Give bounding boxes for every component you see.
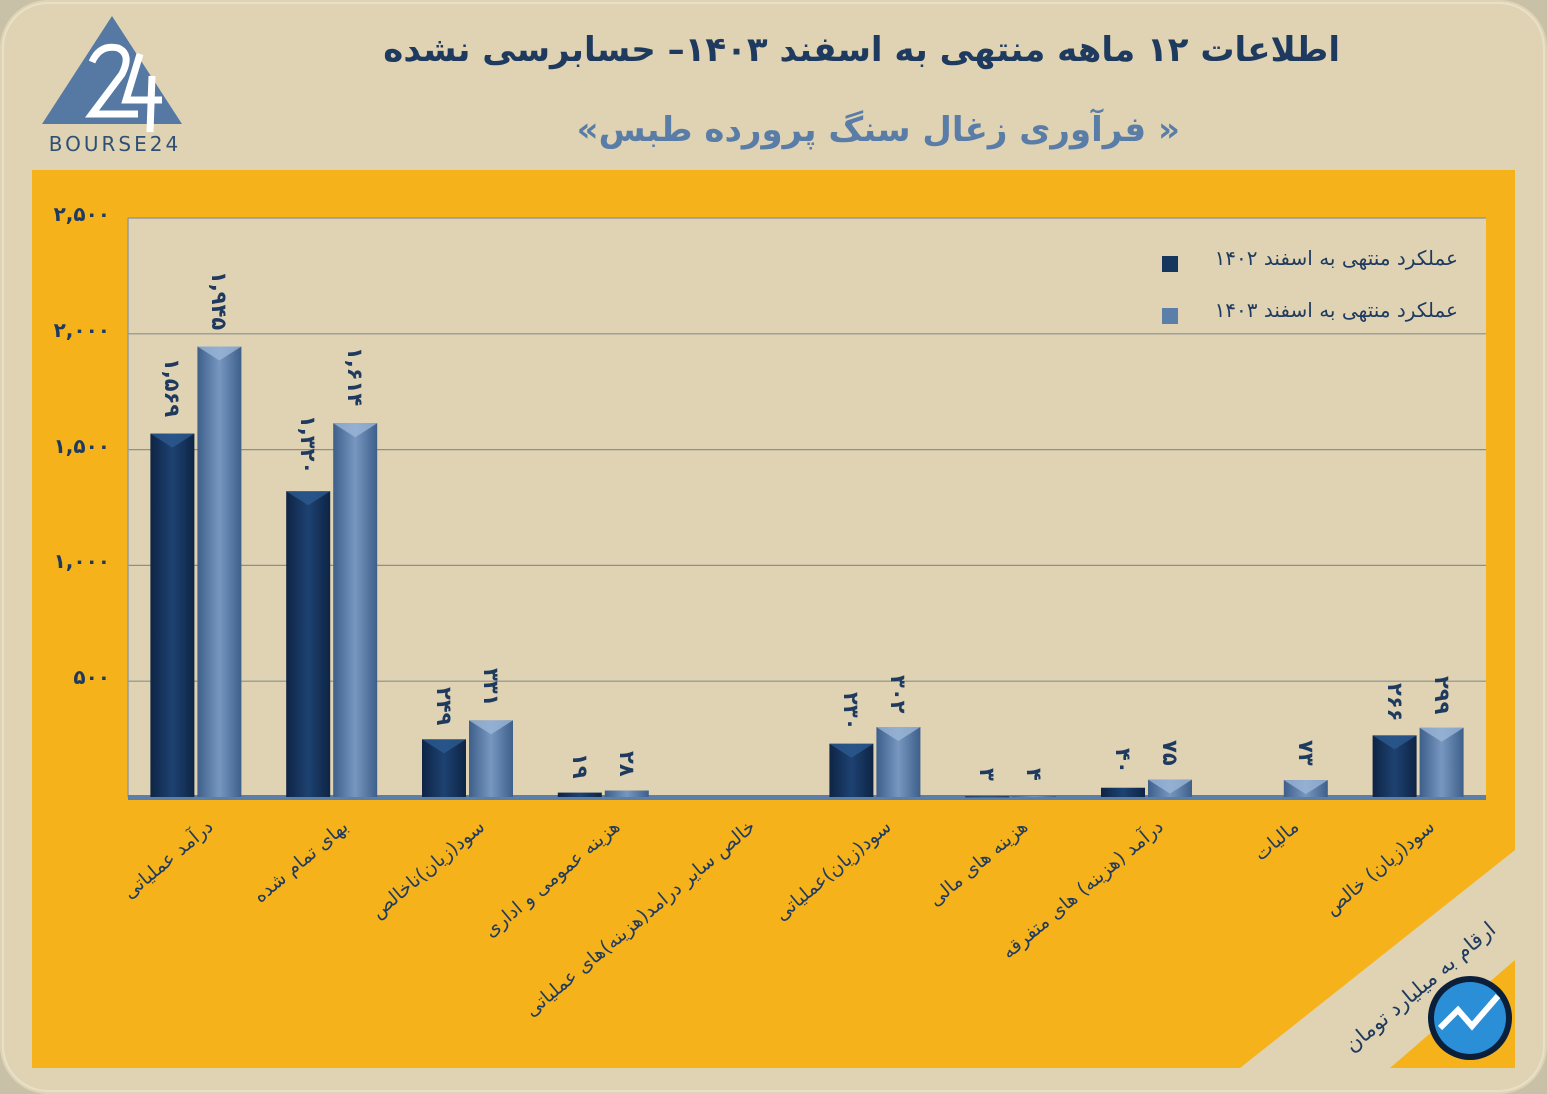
bourse24-logo: [42, 16, 182, 133]
data-label: ۱,۹۴۵: [207, 270, 232, 330]
data-label: ۲۹۹: [1429, 675, 1454, 715]
data-label: ۴: [1022, 768, 1047, 781]
bar-cap: [1419, 727, 1464, 742]
bar-cap: [1372, 735, 1417, 750]
bar-cap: [876, 727, 921, 742]
x-axis: [128, 795, 1486, 800]
data-label: ۲۶۶: [1382, 683, 1407, 722]
data-label: ۲۴۹: [432, 687, 456, 726]
data-label: ۳: [975, 768, 1000, 782]
page-subtitle: « فرآوری زغال سنگ پرورده طبس»: [576, 110, 1180, 150]
data-label: ۱,۶۱۴: [343, 347, 368, 407]
legend-swatch-1402: [1162, 256, 1178, 272]
corner-decoration: [1240, 850, 1515, 1068]
bar-cap: [333, 423, 378, 438]
y-tick-label: ۲,۵۰۰: [53, 202, 110, 226]
bar-cap: [150, 433, 195, 448]
y-tick-label: ۲,۰۰۰: [53, 317, 110, 342]
data-label: ۱,۳۲۰: [296, 415, 321, 475]
bar-cap: [286, 491, 331, 506]
bar-1403: [333, 423, 378, 797]
legend-swatch-1403: [1162, 308, 1178, 324]
legend-item-1403: عملکرد منتهی به اسفند ۱۴۰۳: [1160, 298, 1470, 350]
trend-logo-inner: [1434, 982, 1506, 1054]
bar-cap: [469, 720, 513, 735]
legend: عملکرد منتهی به اسفند ۱۴۰۲ عملکرد منتهی …: [1160, 246, 1470, 350]
bar-cap: [1148, 779, 1192, 794]
data-label: ۱۹: [567, 752, 592, 779]
y-tick-label: ۱,۰۰۰: [53, 549, 110, 574]
data-label: ۴۰: [1111, 747, 1135, 774]
data-label: ۲۳۰: [839, 691, 864, 731]
bar-1402: [286, 491, 331, 797]
trend-arrow-icon: [1437, 994, 1501, 1031]
y-tick-label: ۱,۵۰۰: [53, 433, 110, 458]
data-label: ۳۳۱: [479, 668, 503, 707]
data-label: ۳۰۲: [886, 675, 911, 714]
bar-cap: [197, 346, 242, 361]
data-label: ۲۸: [614, 750, 639, 777]
logo-text: BOURSE24: [48, 132, 182, 156]
data-label: ۱,۵۶۹: [160, 357, 185, 417]
bar-cap: [1283, 780, 1328, 795]
page-title: اطلاعات ۱۲ ماهه منتهی به اسفند ۱۴۰۳– حسا…: [383, 30, 1340, 70]
logo-numeral-2: [85, 43, 138, 118]
bar-1402: [557, 792, 602, 797]
bar-1402: [150, 433, 195, 797]
legend-label-1402: عملکرد منتهی به اسفند ۱۴۰۲: [1214, 246, 1458, 270]
bar-1403: [1012, 796, 1057, 798]
y-tick-label: ۵۰۰: [73, 665, 110, 690]
legend-label-1403: عملکرد منتهی به اسفند ۱۴۰۳: [1214, 298, 1458, 322]
data-label: ۷۳: [1293, 740, 1318, 766]
bar-1403: [604, 790, 649, 797]
legend-item-1402: عملکرد منتهی به اسفند ۱۴۰۲: [1160, 246, 1470, 298]
logo-numeral-4: [121, 52, 162, 133]
data-label: ۷۵: [1158, 739, 1182, 766]
bar-1403: [197, 346, 242, 797]
bar-1402: [965, 796, 1010, 798]
bar-1402: [1101, 787, 1145, 797]
bar-cap: [829, 743, 874, 758]
bar-cap: [422, 739, 466, 754]
